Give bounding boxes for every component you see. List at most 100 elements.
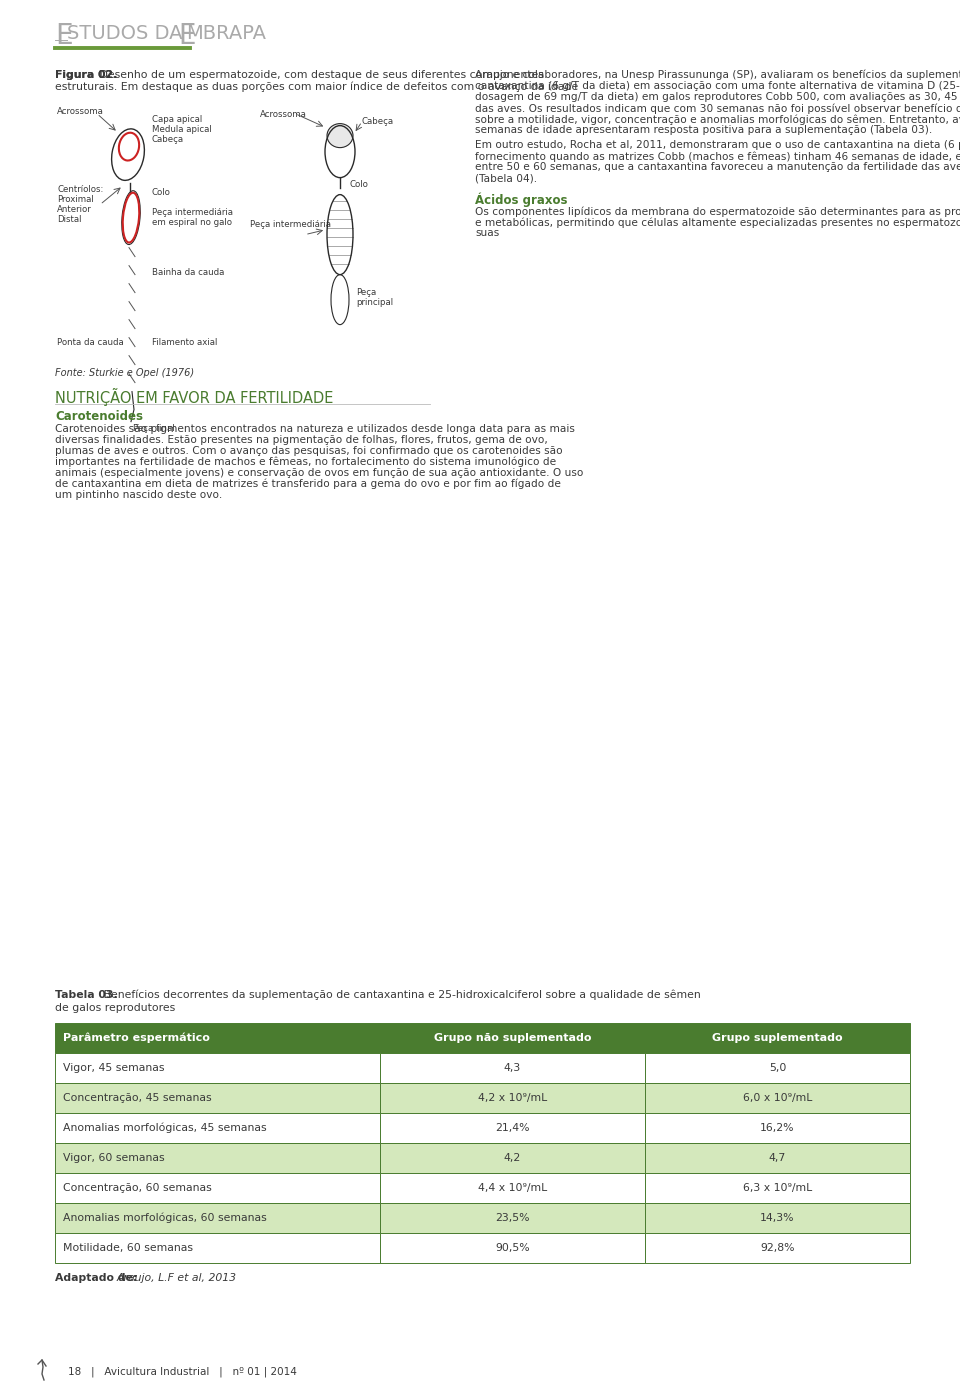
Text: Ácidos graxos: Ácidos graxos [475, 192, 567, 207]
Text: de cantaxantina em dieta de matrizes é transferido para a gema do ovo e por fim : de cantaxantina em dieta de matrizes é t… [55, 478, 561, 490]
Text: 21,4%: 21,4% [495, 1123, 530, 1133]
Text: Adaptado de:: Adaptado de: [55, 1273, 137, 1283]
Text: STUDOS DA: STUDOS DA [67, 24, 182, 43]
Bar [55, 1203, 380, 1233]
Text: 4,3: 4,3 [504, 1063, 521, 1073]
Bar [380, 1233, 645, 1263]
Bar [380, 1083, 645, 1114]
Text: 18   |   Avicultura Industrial   |   nº 01 | 2014: 18 | Avicultura Industrial | nº 01 | 201… [68, 1367, 297, 1377]
Text: MBRAPA: MBRAPA [186, 24, 266, 43]
Text: (Tabela 04).: (Tabela 04). [475, 173, 538, 183]
Text: de galos reprodutores: de galos reprodutores [55, 1003, 176, 1013]
Bar [55, 1233, 380, 1263]
Text: Colo: Colo [350, 179, 369, 189]
Text: principal: principal [356, 298, 394, 306]
Text: Anterior: Anterior [57, 204, 92, 214]
Text: Benefícios decorrentes da suplementação de cantaxantina e 25-hidroxicalciferol s: Benefícios decorrentes da suplementação … [100, 990, 701, 1000]
Text: Proximal: Proximal [57, 194, 94, 204]
Text: 4,2: 4,2 [504, 1153, 521, 1163]
Text: Motilidade, 60 semanas: Motilidade, 60 semanas [63, 1242, 193, 1254]
Text: Figura 02.: Figura 02. [55, 70, 117, 80]
Text: 4,4 x 10⁹/mL: 4,4 x 10⁹/mL [478, 1184, 547, 1193]
Text: importantes na fertilidade de machos e fêmeas, no fortalecimento do sistema imun: importantes na fertilidade de machos e f… [55, 456, 556, 467]
Text: E: E [170, 22, 197, 50]
Bar [380, 1053, 645, 1083]
Text: Acrossoma: Acrossoma [57, 106, 104, 116]
Ellipse shape [327, 123, 353, 148]
Text: em espiral no galo: em espiral no galo [152, 218, 232, 227]
Text: Acrossoma: Acrossoma [260, 109, 307, 119]
Text: Vigor, 45 semanas: Vigor, 45 semanas [63, 1063, 164, 1073]
Text: diversas finalidades. Estão presentes na pigmentação de folhas, flores, frutos, : diversas finalidades. Estão presentes na… [55, 435, 548, 445]
Text: das aves. Os resultados indicam que com 30 semanas não foi possível observar ben: das aves. Os resultados indicam que com … [475, 104, 960, 113]
Bar [55, 1172, 380, 1203]
Text: suas: suas [475, 228, 499, 238]
Text: Vigor, 60 semanas: Vigor, 60 semanas [63, 1153, 164, 1163]
Text: 5,0: 5,0 [769, 1063, 786, 1073]
Bar [55, 1053, 380, 1083]
Text: Capa apical: Capa apical [152, 115, 203, 123]
Bar [55, 1114, 380, 1143]
Text: Peça final: Peça final [133, 424, 175, 432]
Text: Parâmetro espermático: Parâmetro espermático [63, 1032, 210, 1044]
Text: Concentração, 60 semanas: Concentração, 60 semanas [63, 1184, 212, 1193]
Bar [380, 1203, 645, 1233]
Text: sobre a motilidade, vigor, concentração e anomalias morfológicas do sêmen. Entre: sobre a motilidade, vigor, concentração … [475, 115, 960, 125]
Text: Figura 02.: Figura 02. [55, 70, 117, 80]
Bar [380, 1023, 645, 1053]
Text: Bainha da cauda: Bainha da cauda [152, 267, 225, 277]
Text: cantaxantina (6 g/T da dieta) em associação com uma fonte alternativa de vitamin: cantaxantina (6 g/T da dieta) em associa… [475, 81, 960, 91]
Text: animais (especialmente jovens) e conservação de ovos em função de sua ação antio: animais (especialmente jovens) e conserv… [55, 467, 584, 477]
Bar [645, 1233, 910, 1263]
Text: semanas de idade apresentaram resposta positiva para a suplementação (Tabela 03): semanas de idade apresentaram resposta p… [475, 125, 932, 136]
Text: estruturais. Em destaque as duas porções com maior índice de defeitos com o avan: estruturais. Em destaque as duas porções… [55, 81, 578, 92]
Text: 6,0 x 10⁹/mL: 6,0 x 10⁹/mL [743, 1093, 812, 1102]
Bar [55, 1083, 380, 1114]
Text: Anomalias morfológicas, 45 semanas: Anomalias morfológicas, 45 semanas [63, 1123, 267, 1133]
Bar [645, 1023, 910, 1053]
Text: Grupo não suplementado: Grupo não suplementado [434, 1032, 591, 1044]
Text: plumas de aves e outros. Com o avanço das pesquisas, foi confirmado que os carot: plumas de aves e outros. Com o avanço da… [55, 446, 563, 456]
Text: e metabólicas, permitindo que células altamente especializadas presentes no espe: e metabólicas, permitindo que células al… [475, 217, 960, 228]
Text: Araujo, L.F et al, 2013: Araujo, L.F et al, 2013 [117, 1273, 237, 1283]
Text: Cabeça: Cabeça [152, 134, 184, 144]
Bar [55, 97, 430, 361]
Bar [645, 1172, 910, 1203]
Text: Grupo suplementado: Grupo suplementado [712, 1032, 843, 1044]
Bar [645, 1143, 910, 1172]
Text: 4,2 x 10⁹/mL: 4,2 x 10⁹/mL [478, 1093, 547, 1102]
Text: Medula apical: Medula apical [152, 125, 212, 134]
Text: fornecimento quando as matrizes Cobb (machos e fêmeas) tinham 46 semanas de idad: fornecimento quando as matrizes Cobb (ma… [475, 151, 960, 162]
Text: Em outro estudo, Rocha et al, 2011, demonstraram que o uso de cantaxantina na di: Em outro estudo, Rocha et al, 2011, demo… [475, 140, 960, 150]
Text: Desenho de um espermatozoide, com destaque de seus diferentes componentes: Desenho de um espermatozoide, com destaq… [96, 70, 543, 80]
Text: 16,2%: 16,2% [760, 1123, 795, 1133]
Bar [645, 1053, 910, 1083]
Text: Carotenoides: Carotenoides [55, 410, 143, 422]
Text: Distal: Distal [57, 214, 82, 224]
Text: Ponta da cauda: Ponta da cauda [57, 337, 124, 347]
Text: Centríolos:: Centríolos: [57, 185, 104, 193]
Text: Carotenoides são pigmentos encontrados na natureza e utilizados desde longa data: Carotenoides são pigmentos encontrados n… [55, 424, 575, 434]
Text: Anomalias morfológicas, 60 semanas: Anomalias morfológicas, 60 semanas [63, 1213, 267, 1223]
Bar [645, 1083, 910, 1114]
Text: 23,5%: 23,5% [495, 1213, 530, 1223]
Text: Peça intermediária: Peça intermediária [250, 220, 331, 228]
Bar [380, 1114, 645, 1143]
Text: 4,7: 4,7 [769, 1153, 786, 1163]
Text: Peça intermediária: Peça intermediária [152, 207, 233, 217]
Text: dosagem de 69 mg/T da dieta) em galos reprodutores Cobb 500, com avaliações as 3: dosagem de 69 mg/T da dieta) em galos re… [475, 92, 960, 102]
Text: Cabeça: Cabeça [362, 116, 395, 126]
Bar [645, 1203, 910, 1233]
Bar [55, 1023, 380, 1053]
Text: Colo: Colo [152, 187, 171, 197]
Text: NUTRIÇÃO EM FAVOR DA FERTILIDADE: NUTRIÇÃO EM FAVOR DA FERTILIDADE [55, 388, 333, 406]
Text: 90,5%: 90,5% [495, 1242, 530, 1254]
Bar [380, 1172, 645, 1203]
Bar [380, 1143, 645, 1172]
Text: 92,8%: 92,8% [760, 1242, 795, 1254]
Text: E: E [55, 22, 73, 50]
Text: Tabela 03.: Tabela 03. [55, 990, 118, 1000]
Text: 14,3%: 14,3% [760, 1213, 795, 1223]
Bar [55, 1143, 380, 1172]
Text: um pintinho nascido deste ovo.: um pintinho nascido deste ovo. [55, 490, 223, 499]
